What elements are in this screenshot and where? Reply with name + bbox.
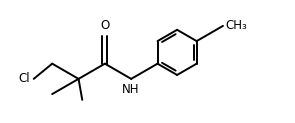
Text: NH: NH [122, 83, 139, 96]
Text: O: O [100, 19, 109, 32]
Text: CH₃: CH₃ [225, 19, 247, 32]
Text: Cl: Cl [19, 72, 30, 85]
